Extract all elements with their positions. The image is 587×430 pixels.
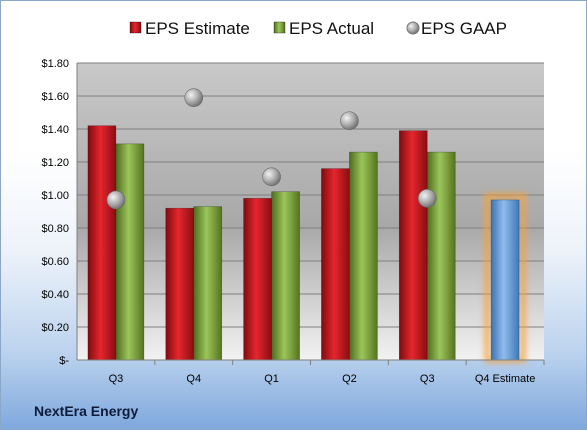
- y-tick-label: $1.20: [41, 157, 69, 169]
- legend-label: EPS Actual: [289, 19, 374, 38]
- bar-eps-actual: [115, 143, 145, 361]
- y-axis: $- $0.20 $0.40 $0.60 $0.80 $1.00 $1.20 $1.40 $1.…: [41, 58, 78, 367]
- legend-swatch: [129, 21, 142, 34]
- y-tick-label: $-: [59, 355, 69, 367]
- bar-eps-estimate: [321, 168, 350, 361]
- bar-q4-estimate: [490, 199, 520, 361]
- y-tick-label: $0.20: [41, 322, 69, 334]
- y-tick-label: $1.00: [41, 190, 69, 202]
- legend-swatch: [406, 21, 420, 35]
- y-tick-label: $1.60: [41, 91, 69, 103]
- x-tick-label: Q4: [186, 373, 201, 385]
- gaap-markers: [106, 88, 437, 210]
- legend: EPS Estimate EPS Actual EPS GAAP: [129, 19, 507, 38]
- y-tick-label: $0.40: [41, 289, 69, 301]
- gridlines: [77, 62, 544, 361]
- bar-eps-estimate: [87, 125, 117, 361]
- bar-eps-actual: [426, 151, 456, 361]
- legend-label: EPS GAAP: [421, 19, 507, 38]
- bar-eps-estimate: [243, 198, 272, 361]
- y-tick-label: $0.60: [41, 256, 69, 268]
- bar-eps-estimate: [165, 207, 195, 361]
- legend-swatch: [273, 21, 286, 34]
- x-tick-label: Q4 Estimate: [475, 373, 536, 385]
- x-tick-label: Q3: [109, 373, 124, 385]
- y-tick-label: $0.80: [41, 223, 69, 235]
- plot-area: [77, 63, 544, 360]
- bar-eps-actual: [271, 191, 300, 361]
- marker-eps-gaap: [262, 167, 281, 187]
- marker-eps-gaap: [106, 190, 126, 210]
- marker-eps-gaap: [340, 111, 359, 131]
- marker-eps-gaap: [184, 88, 204, 107]
- bar-eps-actual: [193, 206, 223, 361]
- x-axis: Q3 Q4 Q1 Q2 Q3 Q4 Estimate: [77, 359, 545, 385]
- y-tick-label: $1.80: [41, 58, 69, 70]
- x-tick-label: Q1: [264, 373, 279, 385]
- x-tick-label: Q3: [420, 373, 435, 385]
- bar-eps-actual: [349, 151, 378, 361]
- bar-eps-estimate: [398, 130, 428, 361]
- x-tick-label: Q2: [342, 373, 357, 385]
- marker-eps-gaap: [417, 189, 437, 208]
- legend-label: EPS Estimate: [145, 19, 250, 38]
- y-tick-label: $1.40: [41, 124, 69, 136]
- company-name: NextEra Energy: [34, 403, 139, 419]
